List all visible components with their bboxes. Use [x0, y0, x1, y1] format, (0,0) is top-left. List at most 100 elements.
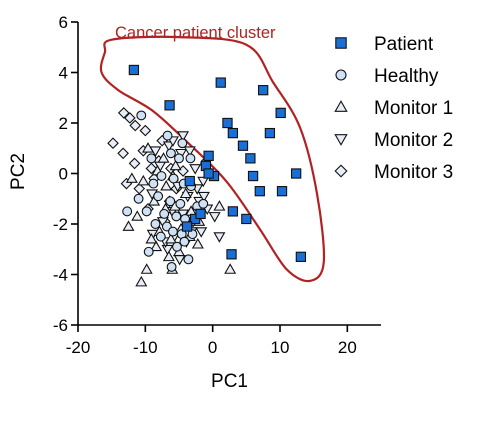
data-point [264, 127, 276, 139]
data-point [227, 206, 239, 217]
data-point [245, 153, 256, 164]
data-point [208, 212, 221, 223]
cluster-outline [99, 35, 326, 283]
y-tick-label: 6 [59, 13, 68, 32]
data-point [177, 131, 190, 142]
y-tick-label: -6 [53, 316, 68, 335]
data-point [133, 182, 146, 195]
data-point [160, 179, 173, 191]
data-point [117, 107, 130, 119]
points-layer [107, 64, 307, 287]
data-point [128, 64, 140, 76]
data-point [167, 226, 178, 237]
data-point [124, 112, 136, 124]
data-point [107, 137, 119, 150]
x-tick-label: 10 [271, 338, 290, 357]
data-point [137, 174, 150, 186]
data-point [295, 251, 307, 262]
legend-item: Monitor 1 [334, 98, 453, 119]
x-tick-label: 0 [208, 338, 217, 357]
data-point [164, 100, 175, 111]
data-point [185, 153, 196, 164]
data-point [135, 275, 148, 287]
y-axis-title: PC2 [8, 153, 29, 190]
data-point [187, 229, 198, 240]
data-point [203, 168, 214, 179]
data-point [146, 153, 157, 164]
data-point [179, 187, 192, 199]
data-point [150, 219, 161, 229]
data-point [213, 200, 226, 211]
data-point [184, 175, 195, 187]
legend-marker [334, 100, 348, 112]
data-point [166, 261, 177, 272]
data-point [213, 232, 226, 243]
data-point [183, 146, 196, 157]
data-point [191, 238, 204, 249]
data-point [247, 170, 259, 182]
data-point [125, 172, 138, 183]
data-point [172, 241, 182, 252]
data-point [165, 148, 176, 159]
data-point [215, 77, 226, 88]
data-point [174, 153, 184, 164]
data-point [156, 171, 167, 181]
data-point [171, 211, 182, 222]
legend-label: Monitor 3 [374, 162, 453, 183]
data-point [133, 193, 144, 204]
data-point [179, 236, 190, 247]
x-tick-label: -20 [66, 338, 91, 357]
data-point [198, 198, 209, 209]
data-point [203, 150, 214, 161]
data-point [150, 240, 163, 252]
data-point [197, 191, 210, 203]
y-tick-label: -4 [53, 266, 68, 285]
data-point [155, 231, 166, 242]
x-axis-title: PC1 [211, 371, 248, 392]
data-point [122, 206, 133, 217]
data-point [175, 198, 186, 209]
data-point [140, 263, 153, 274]
data-point [161, 244, 174, 256]
data-point [183, 254, 194, 265]
data-point [169, 159, 182, 171]
data-point [168, 173, 179, 184]
data-point [141, 206, 152, 217]
legend-label: Patient [374, 34, 434, 55]
data-point [128, 157, 141, 170]
legend: Patient Healthy Monitor 1 Monitor 2 Monitor … [334, 34, 453, 183]
x-tick-label: 20 [338, 338, 357, 357]
legend-item: Monitor 3 [334, 162, 453, 183]
legend-label: Monitor 1 [374, 98, 453, 119]
data-point [162, 250, 175, 262]
legend-marker [334, 164, 348, 178]
data-point [237, 140, 249, 151]
data-point [173, 255, 186, 266]
legend-label: Healthy [374, 66, 439, 87]
series-healthy [122, 110, 211, 272]
data-point [131, 210, 144, 221]
data-point [164, 232, 177, 244]
data-point [177, 138, 188, 149]
data-point [145, 232, 158, 244]
data-point [227, 127, 239, 139]
data-point [276, 186, 288, 197]
data-point [148, 178, 159, 189]
data-point [159, 208, 170, 219]
data-point [189, 164, 202, 175]
data-point [197, 176, 210, 188]
legend-marker [334, 134, 348, 146]
data-point [241, 213, 252, 225]
legend-item: Monitor 2 [334, 130, 453, 151]
y-tick-label: 0 [59, 165, 68, 184]
legend-marker [335, 37, 347, 49]
data-point [122, 220, 135, 231]
series-patient [128, 64, 307, 262]
data-point [222, 117, 233, 129]
data-point [139, 124, 152, 137]
data-point [153, 191, 164, 202]
data-point [195, 208, 206, 220]
y-tick-label: 2 [59, 114, 68, 133]
data-point [145, 162, 158, 175]
